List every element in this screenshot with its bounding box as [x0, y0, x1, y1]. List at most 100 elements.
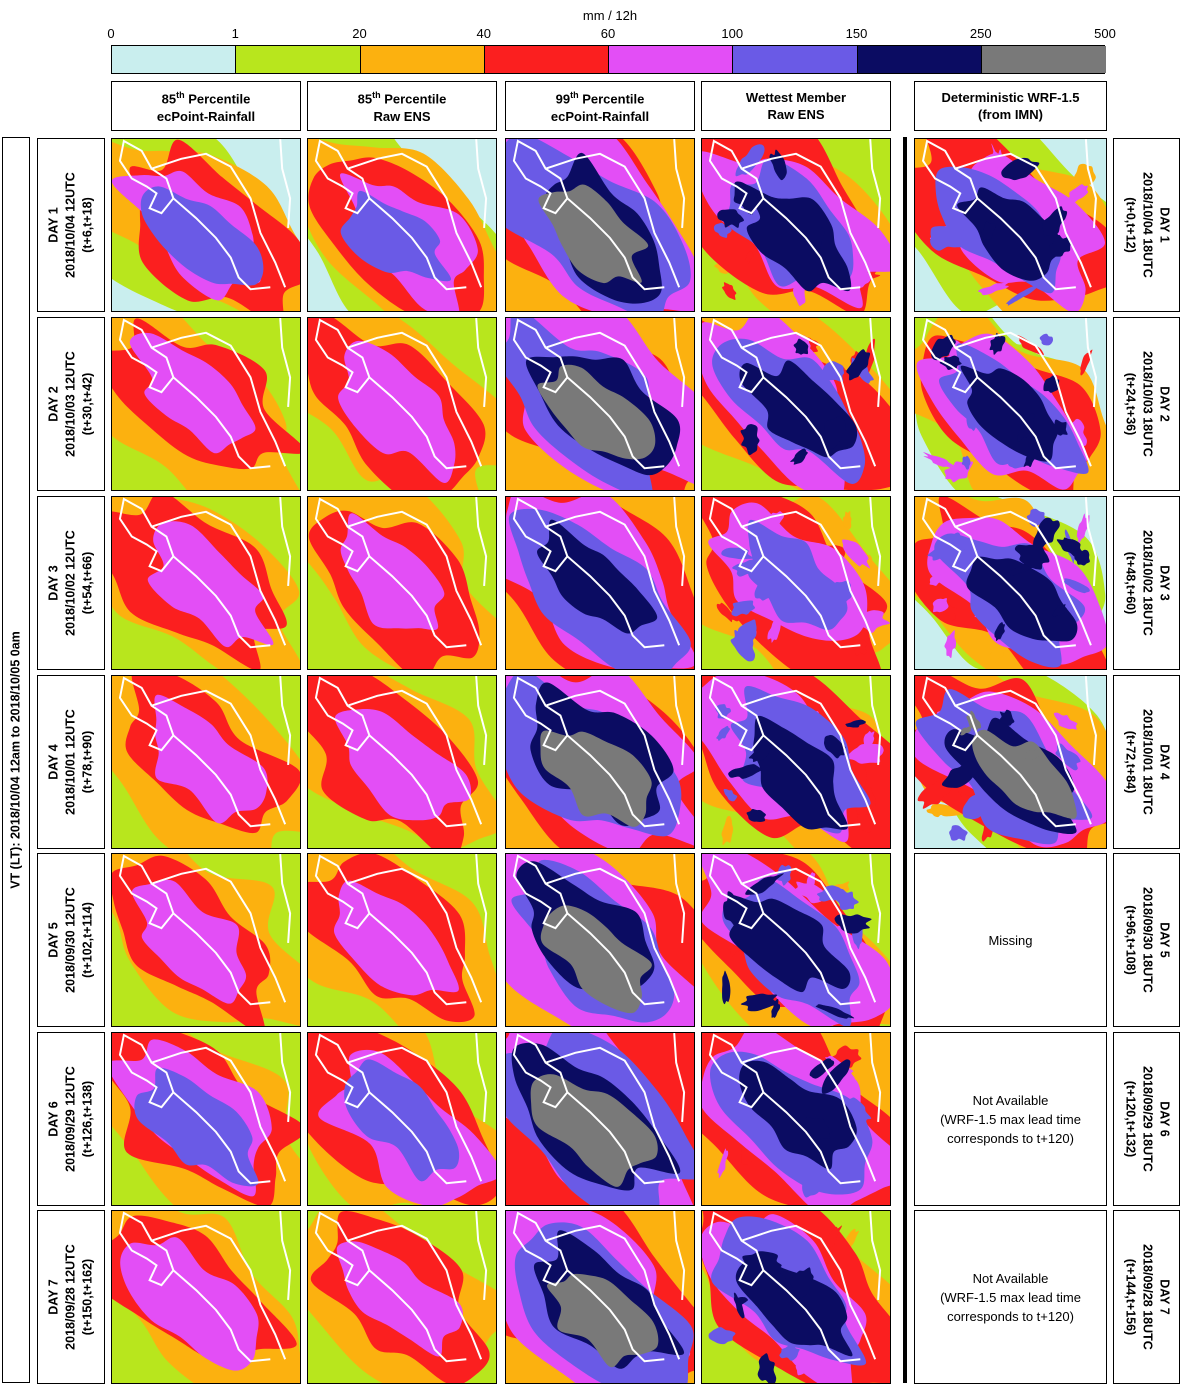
- row-wrf-date: 2018/10/02 18UTC: [1140, 530, 1154, 636]
- coastline-outline: [172, 1091, 271, 1185]
- column-header-line1: 99th Percentile: [551, 87, 649, 107]
- coastline-outline: [1084, 497, 1097, 587]
- map-panel: [701, 496, 891, 670]
- wrf-note: Not Available (WRF-1.5 max lead time corre…: [940, 1269, 1081, 1326]
- map-panel: [914, 138, 1107, 312]
- map-panel: [505, 317, 695, 491]
- rainfall-field-map: [112, 854, 300, 1026]
- field-speckle: [851, 267, 871, 288]
- field-speckle: [989, 332, 1006, 355]
- field-speckle: [853, 638, 868, 656]
- rainfall-field-map: [915, 497, 1106, 669]
- rainfall-field-map: [112, 1033, 300, 1205]
- coastline-outline: [762, 912, 861, 1006]
- wrf-not-available-text: (WRF-1.5 max lead time: [940, 1289, 1081, 1305]
- border-outline: [545, 331, 681, 467]
- map-panel: [914, 496, 1107, 670]
- coastline-outline: [921, 497, 979, 573]
- wrf-not-available-text: corresponds to t+120): [947, 1308, 1074, 1324]
- field-speckle: [961, 455, 971, 470]
- rainfall-field-map: [308, 1211, 496, 1383]
- border-outline: [545, 1046, 681, 1182]
- map-panel: Not Available (WRF-1.5 max lead time corre…: [914, 1032, 1107, 1206]
- row-ens-steps: (t+78,t+90): [80, 730, 95, 794]
- field-speckle: [733, 1292, 745, 1319]
- colorbar-tick-label: 60: [600, 26, 616, 41]
- field-speckle: [842, 539, 871, 569]
- row-label-right: DAY 5 2018/09/30 18UTC (t+96,t+108): [1113, 853, 1180, 1027]
- border-outline: [741, 1224, 877, 1360]
- colorbar-tick-label: 0: [107, 26, 115, 41]
- row-label-left-text: DAY 5 2018/09/30 12UTC (t+102,t+114): [46, 887, 97, 993]
- field-speckle: [1024, 748, 1042, 760]
- map-panel: [307, 496, 497, 670]
- colorbar-segment: [857, 46, 982, 73]
- coastline-outline: [118, 1211, 175, 1287]
- field-speckle: [931, 334, 956, 361]
- coastline-outline: [172, 1269, 271, 1363]
- map-panel: Not Available (WRF-1.5 max lead time corre…: [914, 1210, 1107, 1384]
- field-speckle: [978, 281, 1010, 296]
- coastline-outline: [368, 555, 467, 649]
- coastline-outline: [762, 197, 861, 291]
- wrf-note: Not Available (WRF-1.5 max lead time corre…: [940, 1091, 1081, 1148]
- field-speckle: [717, 209, 744, 228]
- coastline-outline: [118, 676, 175, 752]
- rainfall-field-map: [308, 1033, 496, 1205]
- field-contour-band: [154, 694, 268, 824]
- map-panel: [914, 675, 1107, 849]
- coastline-outline: [566, 555, 665, 649]
- column-header-rest: Percentile: [380, 91, 447, 107]
- colorbar-segment: [981, 46, 1106, 73]
- field-speckle: [754, 575, 779, 601]
- coastline-outline: [279, 1033, 292, 1123]
- row-day: DAY 4: [46, 744, 61, 780]
- field-speckle: [790, 448, 808, 465]
- border-outline: [545, 1224, 681, 1360]
- field-speckle: [716, 743, 738, 763]
- row-day: DAY 6: [1157, 1101, 1171, 1137]
- map-panel: [505, 675, 695, 849]
- border-outline: [954, 689, 1092, 825]
- field-speckle: [716, 725, 731, 741]
- row-day: DAY 1: [1157, 207, 1171, 243]
- border-outline: [151, 152, 287, 288]
- colorbar-segment: [360, 46, 485, 73]
- rainfall-field-map: [915, 139, 1106, 311]
- rainfall-field-map: [702, 854, 890, 1026]
- row-label-right-text: DAY 7 2018/09/28 18UTC (t+144,t+156): [1121, 1244, 1172, 1350]
- field-speckle: [949, 825, 968, 841]
- row-ens-date: 2018/10/02 12UTC: [63, 530, 78, 636]
- map-panel: [111, 1210, 301, 1384]
- field-speckle: [804, 1117, 834, 1139]
- coastline-outline: [869, 1033, 882, 1123]
- coastline-outline: [921, 676, 979, 752]
- colorbar: [111, 45, 1106, 74]
- field-speckle: [832, 580, 852, 605]
- wrf-missing-text: Missing: [988, 932, 1033, 948]
- rainfall-field-map: [506, 139, 694, 311]
- field-contour-band: [540, 730, 652, 827]
- row-ens-steps: (t+102,t+114): [80, 902, 95, 978]
- coastline-outline: [368, 1269, 467, 1363]
- map-panel: [307, 1032, 497, 1206]
- coastline-outline: [512, 139, 569, 215]
- coastline-outline: [1084, 139, 1097, 229]
- row-wrf-steps: (t+24,t+36): [1123, 372, 1137, 436]
- row-day: DAY 3: [46, 565, 61, 601]
- row-day: DAY 4: [1157, 744, 1171, 780]
- coastline-outline: [279, 318, 292, 408]
- border-outline: [954, 331, 1092, 467]
- row-label-right-text: DAY 4 2018/10/01 18UTC (t+72,t+84): [1121, 709, 1172, 815]
- border-outline: [347, 510, 483, 646]
- coastline-outline: [673, 318, 686, 408]
- field-speckle: [774, 1269, 798, 1302]
- colorbar-segment: [484, 46, 609, 73]
- field-speckle: [1062, 578, 1090, 594]
- field-speckle: [1053, 712, 1078, 730]
- map-panel: [505, 1210, 695, 1384]
- column-header-line2: Raw ENS: [373, 108, 431, 124]
- field-speckle: [999, 709, 1015, 726]
- row-label-left-text: DAY 4 2018/10/01 12UTC (t+78,t+90): [46, 709, 97, 815]
- coastline-outline: [869, 1211, 882, 1301]
